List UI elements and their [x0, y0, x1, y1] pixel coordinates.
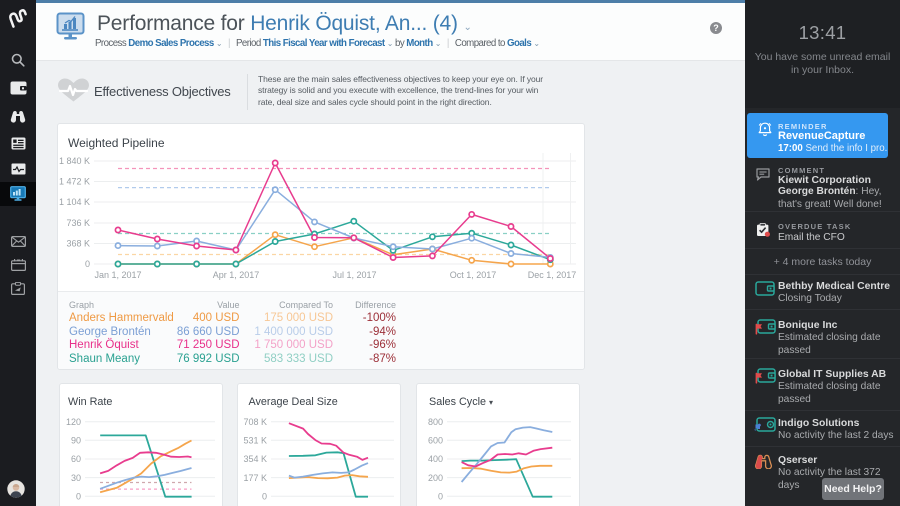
svg-text:0: 0 — [261, 491, 266, 501]
svg-text:120: 120 — [66, 417, 81, 427]
svg-text:90: 90 — [71, 436, 81, 446]
svg-text:Apr 1, 2017: Apr 1, 2017 — [213, 270, 260, 280]
svg-text:1 840 K: 1 840 K — [59, 156, 90, 166]
svg-text:177 K: 177 K — [243, 473, 267, 483]
svg-text:368 K: 368 K — [66, 239, 90, 249]
svg-text:736 K: 736 K — [66, 218, 90, 228]
svg-text:600: 600 — [427, 436, 442, 446]
svg-text:Jul 1, 2017: Jul 1, 2017 — [332, 270, 376, 280]
svg-text:60: 60 — [71, 454, 81, 464]
svg-text:354 K: 354 K — [243, 454, 267, 464]
svg-text:708 K: 708 K — [243, 417, 267, 427]
svg-text:Dec 1, 2017: Dec 1, 2017 — [528, 270, 577, 280]
svg-text:Oct 1, 2017: Oct 1, 2017 — [450, 270, 497, 280]
svg-text:800: 800 — [427, 417, 442, 427]
svg-text:0: 0 — [85, 259, 90, 269]
svg-text:1 472 K: 1 472 K — [59, 177, 90, 187]
svg-text:531 K: 531 K — [243, 436, 267, 446]
svg-text:200: 200 — [427, 473, 442, 483]
svg-text:30: 30 — [71, 473, 81, 483]
svg-text:1 104 K: 1 104 K — [59, 197, 90, 207]
svg-text:0: 0 — [437, 491, 442, 501]
svg-text:Jan 1, 2017: Jan 1, 2017 — [94, 270, 141, 280]
svg-text:400: 400 — [427, 454, 442, 464]
svg-text:0: 0 — [76, 491, 81, 501]
